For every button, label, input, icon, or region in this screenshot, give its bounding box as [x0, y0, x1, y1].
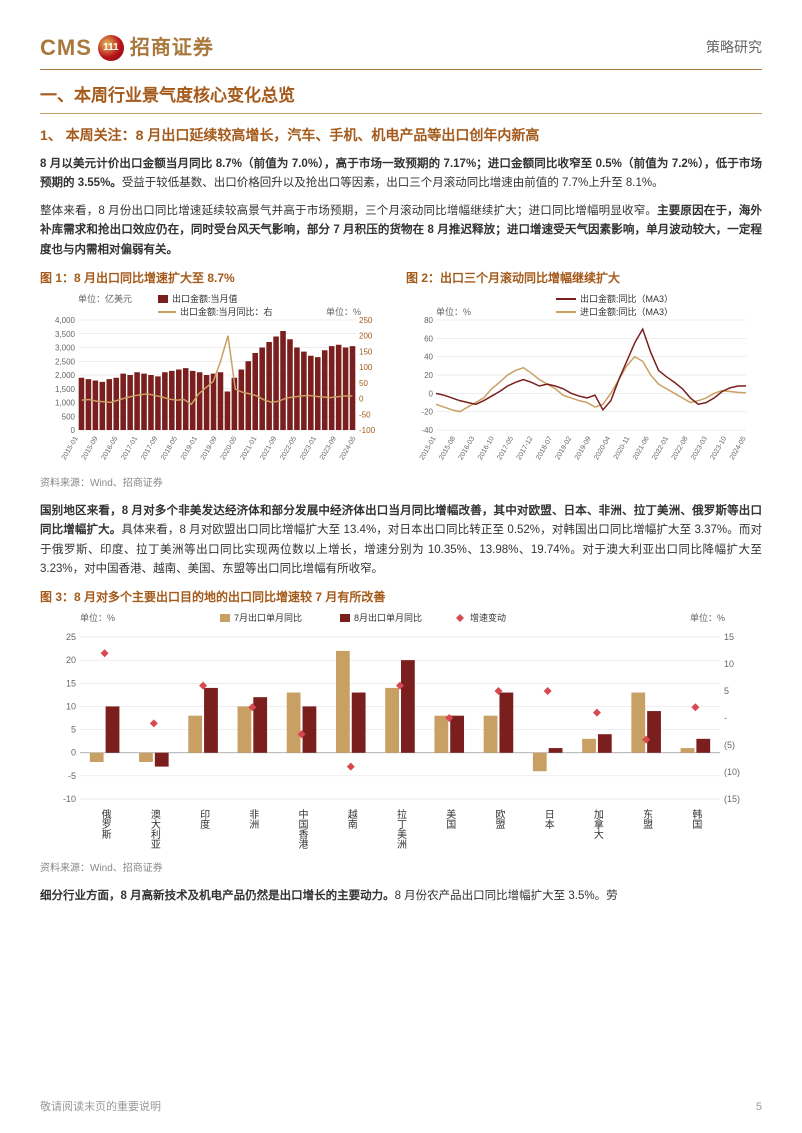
svg-text:60: 60 — [424, 334, 433, 343]
svg-text:印度: 印度 — [198, 809, 210, 830]
svg-text:0: 0 — [359, 394, 364, 403]
svg-text:加拿大: 加拿大 — [591, 809, 603, 840]
paragraph-4: 细分行业方面，8 月高新技术及机电产品仍然是出口增长的主要动力。8 月份农产品出… — [40, 887, 762, 907]
svg-text:-10: -10 — [63, 794, 76, 804]
svg-text:0: 0 — [429, 389, 434, 398]
svg-text:50: 50 — [359, 379, 368, 388]
svg-text:单位：%: 单位：% — [436, 306, 471, 317]
svg-text:8月出口单月同比: 8月出口单月同比 — [354, 612, 422, 623]
svg-text:-20: -20 — [421, 407, 433, 416]
svg-text:-: - — [724, 713, 727, 723]
doc-type: 策略研究 — [706, 36, 762, 58]
paragraph-2: 整体来看，8 月份出口同比增速延续较高景气并高于市场预期，三个月滚动同比增幅继续… — [40, 202, 762, 261]
svg-text:7月出口单月同比: 7月出口单月同比 — [234, 612, 302, 623]
svg-text:韩国: 韩国 — [690, 808, 702, 830]
chart-2-title: 图 2：出口三个月滚动同比增幅继续扩大 — [406, 269, 762, 288]
svg-text:20: 20 — [66, 655, 76, 665]
svg-text:(15): (15) — [724, 794, 740, 804]
svg-text:4,000: 4,000 — [55, 316, 76, 325]
svg-text:-40: -40 — [421, 426, 433, 435]
chart-2-svg: 单位：% 出口金额:同比（MA3） 进口金额:同比（MA3） -40 -20 0 20 40 6… — [406, 292, 756, 472]
p2-a: 整体来看，8 月份出口同比增速延续较高景气并高于市场预期，三个月滚动同比增幅继续… — [40, 205, 657, 217]
page-footer: 敬请阅读末页的重要说明 5 — [40, 1095, 762, 1117]
svg-text:单位：亿美元: 单位：亿美元 — [78, 293, 132, 304]
svg-text:美国: 美国 — [444, 808, 456, 830]
chart-3-title: 图 3：8 月对多个主要出口目的地的出口同比增速较 7 月有所改善 — [40, 588, 762, 607]
footer-disclaimer: 敬请阅读末页的重要说明 — [40, 1099, 161, 1117]
chart-2-box: 图 2：出口三个月滚动同比增幅继续扩大 单位：% 出口金额:同比（MA3） 进口金额… — [406, 269, 762, 472]
svg-text:80: 80 — [424, 316, 433, 325]
svg-text:1,000: 1,000 — [55, 398, 76, 407]
page-header: CMS 111 招商证券 策略研究 — [40, 30, 762, 70]
svg-text:出口金额:同比（MA3）: 出口金额:同比（MA3） — [580, 293, 673, 304]
svg-text:2,000: 2,000 — [55, 371, 76, 380]
svg-text:单位：%: 单位：% — [690, 612, 725, 623]
svg-text:5: 5 — [71, 725, 76, 735]
svg-text:2,500: 2,500 — [55, 357, 76, 366]
svg-text:澳大利亚: 澳大利亚 — [148, 808, 160, 849]
svg-text:0: 0 — [71, 426, 76, 435]
svg-text:1,500: 1,500 — [55, 384, 76, 393]
section-heading-2: 1、 本周关注：8 月出口延续较高增长，汽车、手机、机电产品等出口创年内新高 — [40, 124, 762, 146]
svg-text:非洲: 非洲 — [247, 809, 259, 829]
svg-text:3,000: 3,000 — [55, 343, 76, 352]
svg-text:200: 200 — [359, 331, 373, 340]
chart-1-2-source: 资料来源：Wind、招商证券 — [40, 476, 762, 492]
chart-1-box: 图 1：8 月出口同比增速扩大至 8.7% 单位：亿美元 出口金额:当月值出口金额… — [40, 269, 396, 472]
chart-1-title: 图 1：8 月出口同比增速扩大至 8.7% — [40, 269, 396, 288]
p1-rest: 受益于较低基数、出口价格回升以及抢出口等因素，出口三个月滚动同比增速由前值的 7… — [122, 177, 664, 189]
svg-text:150: 150 — [359, 347, 373, 356]
svg-text:出口金额:当月同比：右: 出口金额:当月同比：右 — [180, 306, 273, 317]
p4-bold: 细分行业方面，8 月高新技术及机电产品仍然是出口增长的主要动力。 — [40, 890, 395, 902]
p3-rest: 具体来看，8 月对欧盟出口同比增幅扩大至 13.4%，对日本出口同比转正至 0.… — [40, 524, 762, 575]
chart-row-1: 图 1：8 月出口同比增速扩大至 8.7% 单位：亿美元出口金额:当月值出口金额… — [40, 269, 762, 472]
svg-text:增速变动: 增速变动 — [470, 612, 506, 623]
company-name: 招商证券 — [130, 32, 214, 64]
svg-text:拉丁美洲: 拉丁美洲 — [395, 808, 407, 849]
svg-text:中国香港: 中国香港 — [296, 808, 308, 849]
paragraph-3: 国别地区来看，8 月对多个非美发达经济体和部分发展中经济体出口当月同比增幅改善，… — [40, 502, 762, 580]
svg-text:15: 15 — [66, 678, 76, 688]
cms-logo-text: CMS — [40, 30, 92, 65]
svg-text:(10): (10) — [724, 767, 740, 777]
p4-rest: 8 月份农产品出口同比增幅扩大至 3.5%。劳 — [395, 890, 618, 902]
svg-text:10: 10 — [66, 701, 76, 711]
svg-text:单位：%: 单位：% — [80, 612, 115, 623]
svg-text:-5: -5 — [68, 771, 76, 781]
svg-text:15: 15 — [724, 632, 734, 642]
svg-text:0: 0 — [71, 748, 76, 758]
svg-text:(5): (5) — [724, 740, 735, 750]
chart-1-svg: 单位：亿美元出口金额:当月值出口金额:当月同比：右单位：%05001,0001,… — [40, 292, 390, 472]
svg-text:20: 20 — [424, 371, 433, 380]
svg-text:日本: 日本 — [542, 809, 554, 830]
svg-text:-50: -50 — [359, 410, 371, 419]
svg-text:25: 25 — [66, 632, 76, 642]
svg-text:500: 500 — [62, 412, 76, 421]
svg-text:单位：%: 单位：% — [326, 306, 361, 317]
svg-text:欧盟: 欧盟 — [493, 809, 505, 829]
svg-text:东盟: 东盟 — [641, 808, 653, 829]
svg-text:10: 10 — [724, 659, 734, 669]
page-number: 5 — [756, 1099, 762, 1117]
chart-3-svg: 单位：%7月出口单月同比8月出口单月同比增速变动单位：%-10-50510152… — [40, 611, 760, 861]
svg-text:俄罗斯: 俄罗斯 — [99, 809, 111, 840]
svg-text:进口金额:同比（MA3）: 进口金额:同比（MA3） — [580, 306, 673, 317]
svg-text:100: 100 — [359, 363, 373, 372]
svg-text:3,500: 3,500 — [55, 329, 76, 338]
svg-text:-100: -100 — [359, 426, 376, 435]
svg-text:越南: 越南 — [345, 808, 357, 829]
svg-text:250: 250 — [359, 316, 373, 325]
logo-area: CMS 111 招商证券 — [40, 30, 214, 65]
section-heading-1: 一、本周行业景气度核心变化总览 — [40, 82, 762, 114]
paragraph-1: 8 月以美元计价出口金额当月同比 8.7%（前值为 7.0%），高于市场一致预期… — [40, 155, 762, 194]
svg-text:5: 5 — [724, 686, 729, 696]
svg-text:40: 40 — [424, 352, 433, 361]
svg-text:出口金额:当月值: 出口金额:当月值 — [172, 293, 238, 304]
chart-3-source: 资料来源：Wind、招商证券 — [40, 861, 762, 877]
logo-icon: 111 — [98, 35, 124, 61]
